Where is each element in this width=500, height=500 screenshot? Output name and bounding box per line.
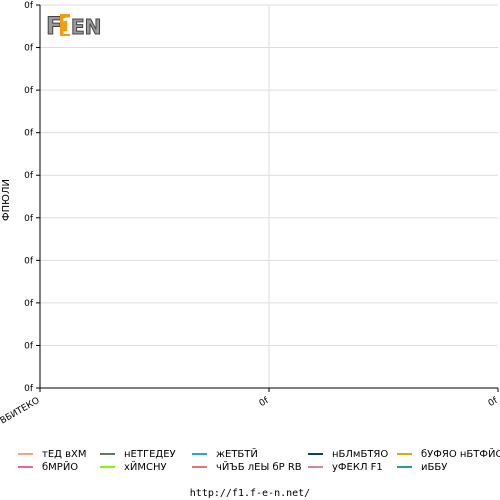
legend-label: нБЛмБТЯО [332,449,388,460]
y-tick-label: 0f [24,44,34,54]
y-tick-label: 0f [24,129,34,139]
legend-label: нЕТГЕДЕУ [124,449,176,460]
legend-item: нЕТГЕДЕУ [100,449,176,460]
legend-item: нБЛмБТЯО [308,449,388,460]
x-tick-label: 0f [487,396,500,410]
y-tick-label: 0f [24,1,34,11]
legend-item: тЕД вХМ [18,449,87,460]
y-axis-title: ФПЮЛИ [1,179,12,221]
f1en-logo: F 1 EN [45,10,102,41]
legend-label: уФЕКЛ F1 [332,462,383,473]
logo-letter: F [46,12,62,40]
y-tick-labels: 0f 0f 0f 0f 0f 0f 0f 0f 0f 0f [24,1,34,394]
y-tick-label: 0f [24,341,34,351]
y-tick-label: 0f [24,171,34,181]
logo-rest: EN [71,15,101,39]
x-tick-label: 0f [258,396,271,410]
legend-item: уФЕКЛ F1 [308,462,383,473]
x-tick-labels: ВБИТЕКО 0f 0f [0,396,500,427]
x-tick-label: ВБИТЕКО [0,396,41,427]
legend-item: бУФЯО нБТФЙО [397,447,500,460]
legend-item: иББУ [397,462,447,473]
legend-item: хЙМСНУ [100,460,167,473]
legend-label: хЙМСНУ [124,460,167,473]
y-tick-label: 0f [24,256,34,266]
legend-label: чЙЪБ лЕЫ бР RB [216,460,302,473]
legend-item: бМРЙО [18,460,78,473]
legend-label: бМРЙО [42,460,78,473]
grid [40,4,498,388]
axes [36,4,499,392]
legend-label: тЕД вХМ [42,449,87,460]
legend-item: чЙЪБ лЕЫ бР RB [192,460,302,473]
y-tick-label: 0f [24,214,34,224]
legend-label: бУФЯО нБТФЙО [421,447,500,460]
legend-label: иББУ [421,462,447,473]
y-tick-label: 0f [24,299,34,309]
legend: тЕД вХМ нЕТГЕДЕУ жЕТБТЙ нБЛмБТЯО бУФЯО нБТФЙ… [18,447,500,473]
legend-item: жЕТБТЙ [192,447,258,460]
y-tick-label: 0f [24,384,34,394]
footer-url[interactable]: http://f1.f-e-n.net/ [190,488,310,499]
logo-digit: 1 [61,15,76,40]
legend-label: жЕТБТЙ [216,447,258,460]
y-tick-label: 0f [24,86,34,96]
